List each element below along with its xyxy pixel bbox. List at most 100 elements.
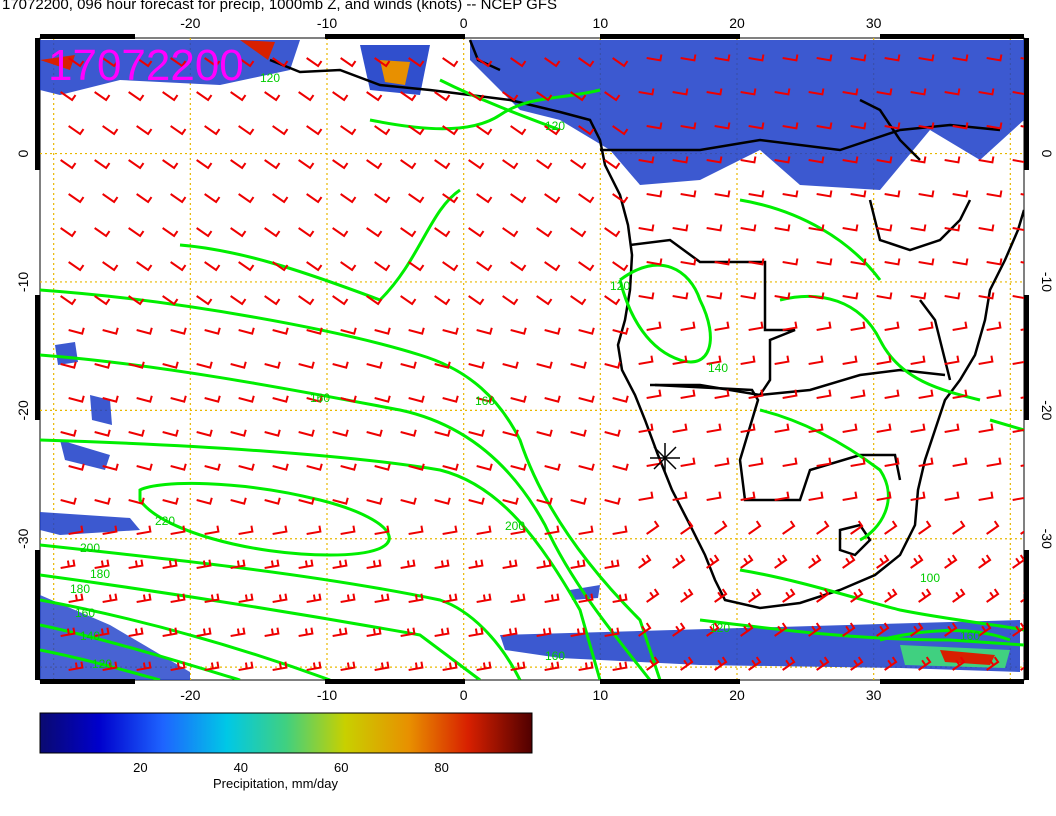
- precip-patch: [55, 342, 78, 365]
- wind-barb: [434, 295, 451, 306]
- wind-barb: [884, 190, 901, 198]
- wind-barb: [740, 292, 757, 300]
- wind-barb: [740, 423, 756, 433]
- wind-barb: [672, 88, 689, 96]
- wind-barb: [468, 429, 485, 437]
- wind-barb: [306, 193, 323, 204]
- height-contours: [40, 78, 1024, 680]
- wind-barb-feather: [100, 628, 104, 635]
- wind-barb-feather: [879, 557, 885, 564]
- wind-barb-feather: [508, 560, 512, 567]
- wind-barb: [638, 622, 652, 637]
- wind-barb: [60, 497, 77, 505]
- wind-barb: [536, 627, 552, 637]
- wind-barb: [672, 491, 688, 501]
- wind-barb: [884, 656, 898, 671]
- wind-barb: [136, 327, 153, 335]
- wind-barb: [680, 656, 694, 671]
- wind-barb: [374, 525, 390, 535]
- wind-barb: [374, 593, 390, 603]
- lat-label-right: -10: [1039, 272, 1055, 292]
- wind-barb: [816, 54, 833, 62]
- wind-barb-feather: [819, 659, 825, 666]
- precip-patch: [40, 40, 300, 95]
- wind-barb: [986, 321, 1002, 331]
- wind-barb-feather: [584, 594, 588, 601]
- wind-barb: [570, 361, 587, 369]
- wind-barb: [272, 57, 289, 68]
- wind-barb: [638, 156, 655, 164]
- wind-barb: [604, 429, 621, 437]
- wind-barb: [94, 627, 110, 637]
- wind-barb: [400, 295, 417, 306]
- wind-barb: [1012, 554, 1024, 569]
- wind-barb: [782, 258, 799, 266]
- contour-label: 160: [75, 606, 95, 620]
- wind-barb: [774, 554, 788, 569]
- wind-barb: [748, 190, 765, 198]
- wind-barb: [944, 88, 961, 96]
- wind-barb: [570, 559, 586, 569]
- contour-label: 220: [155, 514, 175, 528]
- wind-barb: [612, 193, 629, 204]
- wind-barb-feather: [955, 591, 961, 598]
- wind-barb: [136, 525, 152, 535]
- wind-barb: [782, 656, 796, 671]
- wind-barb-feather: [853, 591, 859, 598]
- wind-barb: [876, 355, 892, 365]
- wind-barb: [884, 520, 898, 535]
- wind-barb: [196, 429, 213, 437]
- wind-barb-feather: [981, 557, 987, 564]
- lon-label-bottom: 0: [460, 687, 468, 703]
- wind-barb: [918, 321, 934, 331]
- wind-barb: [842, 156, 859, 164]
- wind-barb: [978, 622, 992, 637]
- wind-barb: [68, 463, 85, 471]
- wind-barb: [706, 491, 722, 501]
- wind-barb: [740, 88, 757, 96]
- wind-barb: [136, 661, 152, 671]
- wind-barb: [876, 156, 893, 164]
- wind-barb: [536, 497, 553, 505]
- wind-barb: [366, 429, 383, 437]
- wind-barb: [332, 627, 348, 637]
- wind-barb: [468, 91, 485, 102]
- wind-barb: [816, 258, 833, 266]
- wind-barb: [782, 122, 799, 130]
- wind-barb-feather: [304, 560, 308, 567]
- wind-barb: [128, 497, 145, 505]
- wind-barb: [740, 224, 757, 232]
- wind-barb-feather: [751, 659, 757, 666]
- contour-label: 120: [545, 119, 565, 133]
- wind-barb-feather: [550, 594, 554, 601]
- wind-barb: [366, 559, 382, 569]
- wind-barb: [374, 125, 391, 136]
- wind-barb: [842, 491, 858, 501]
- contour-label: 160: [475, 394, 495, 408]
- wind-barb: [816, 520, 830, 535]
- wind-barbs: [60, 54, 1024, 671]
- contour-label: 160: [310, 391, 330, 405]
- wind-barb: [680, 457, 696, 467]
- wind-barb: [986, 656, 1000, 671]
- wind-barb: [468, 295, 485, 306]
- wind-barb: [196, 497, 213, 505]
- wind-barb: [128, 159, 145, 170]
- wind-barb: [68, 261, 85, 272]
- wind-barb: [740, 156, 757, 164]
- wind-barb: [978, 423, 994, 433]
- wind-barb: [196, 159, 213, 170]
- wind-barb: [680, 258, 697, 266]
- wind-barb: [986, 389, 1002, 399]
- wind-barb: [842, 423, 858, 433]
- wind-barb: [476, 193, 493, 204]
- wind-barb-feather: [176, 662, 180, 669]
- wind-barb-feather: [278, 662, 282, 669]
- wind-barb: [646, 656, 660, 671]
- wind-barb: [230, 91, 247, 102]
- contour-label: 200: [80, 541, 100, 555]
- wind-barb: [94, 429, 111, 437]
- wind-barb: [128, 559, 144, 569]
- precip-patch: [470, 40, 1024, 190]
- wind-barb: [672, 423, 688, 433]
